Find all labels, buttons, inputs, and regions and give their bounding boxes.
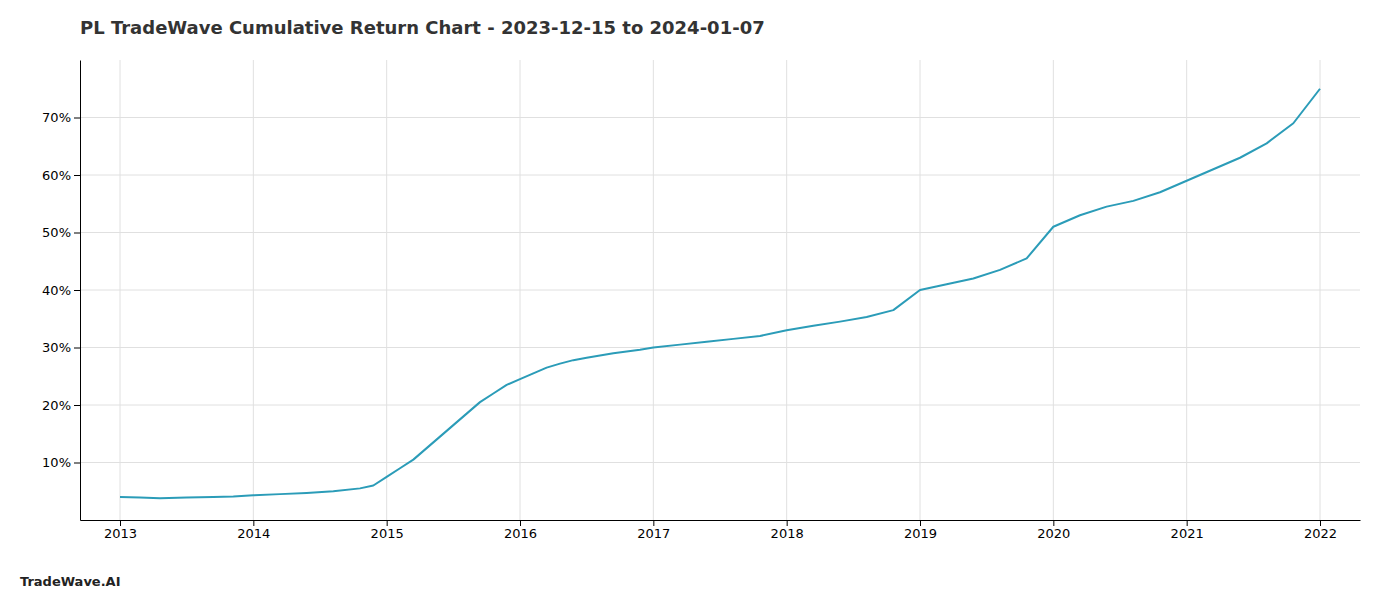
x-tick-mark bbox=[520, 520, 521, 526]
y-tick-mark bbox=[74, 405, 80, 406]
axis-line bbox=[81, 520, 1361, 521]
x-tick-mark bbox=[653, 520, 654, 526]
y-tick-mark bbox=[74, 463, 80, 464]
grid-line-y bbox=[80, 290, 1360, 291]
y-tick-mark bbox=[74, 233, 80, 234]
y-tick-mark bbox=[74, 290, 80, 291]
x-tick-label: 2021 bbox=[1171, 526, 1204, 541]
x-tick: 2018 bbox=[771, 520, 804, 541]
title: PL TradeWave Cumulative Return Chart - 2… bbox=[80, 17, 765, 38]
x-tick-label: 2022 bbox=[1304, 526, 1337, 541]
x-tick-label: 2015 bbox=[371, 526, 404, 541]
y-tick: 20% bbox=[42, 398, 80, 413]
y-tick-label: 50% bbox=[42, 225, 71, 240]
y-tick-label: 70% bbox=[42, 110, 71, 125]
x-tick-label: 2018 bbox=[771, 526, 804, 541]
x-tick: 2019 bbox=[904, 520, 937, 541]
grid-line-y bbox=[80, 405, 1360, 406]
x-tick: 2015 bbox=[371, 520, 404, 541]
y-tick: 70% bbox=[42, 110, 80, 125]
y-axis: 10% 20% 30% 40% 50% 60% 70% bbox=[42, 61, 80, 521]
grid-line-y bbox=[80, 175, 1360, 176]
x-tick-mark bbox=[253, 520, 254, 526]
x-tick-mark bbox=[120, 520, 121, 526]
watermark: TradeWave.AI bbox=[20, 574, 121, 589]
y-tick: 50% bbox=[42, 225, 80, 240]
axis-line bbox=[80, 61, 81, 521]
line bbox=[120, 89, 1320, 498]
y-tick-mark bbox=[74, 348, 80, 349]
x-tick: 2013 bbox=[104, 520, 137, 541]
x-tick: 2021 bbox=[1171, 520, 1204, 541]
x-tick-mark bbox=[920, 520, 921, 526]
x-tick-label: 2016 bbox=[504, 526, 537, 541]
plot: 2013 2014 2015 2016 2017 2018 2019 2020 2021 2022… bbox=[42, 60, 1360, 541]
x-tick-label: 2020 bbox=[1037, 526, 1070, 541]
y-tick-label: 30% bbox=[42, 340, 71, 355]
y-tick: 60% bbox=[42, 168, 80, 183]
x-tick-mark bbox=[1320, 520, 1321, 526]
x-tick-mark bbox=[1053, 520, 1054, 526]
grid-line-y bbox=[80, 462, 1360, 463]
y-tick-mark bbox=[74, 118, 80, 119]
y-tick-label: 10% bbox=[42, 455, 71, 470]
x-tick-mark bbox=[1187, 520, 1188, 526]
x-tick-label: 2013 bbox=[104, 526, 137, 541]
grid-line-y bbox=[80, 117, 1360, 118]
grid-line-y bbox=[80, 232, 1360, 233]
x-tick-label: 2014 bbox=[237, 526, 270, 541]
x-tick: 2014 bbox=[237, 520, 270, 541]
y-tick: 30% bbox=[42, 340, 80, 355]
y-tick: 10% bbox=[42, 455, 80, 470]
y-tick-label: 40% bbox=[42, 283, 71, 298]
x-axis: 2013 2014 2015 2016 2017 2018 2019 2020 2021 2022 bbox=[81, 520, 1361, 541]
grid-line-y bbox=[80, 347, 1360, 348]
x-tick: 2016 bbox=[504, 520, 537, 541]
y-tick-mark bbox=[74, 175, 80, 176]
marks bbox=[120, 89, 1320, 498]
grid bbox=[80, 60, 1360, 520]
x-tick: 2020 bbox=[1037, 520, 1070, 541]
x-tick-mark bbox=[387, 520, 388, 526]
y-tick-label: 60% bbox=[42, 168, 71, 183]
x-tick: 2017 bbox=[637, 520, 670, 541]
x-tick-label: 2019 bbox=[904, 526, 937, 541]
y-tick: 40% bbox=[42, 283, 80, 298]
chart: 2013 2014 2015 2016 2017 2018 2019 2020 2021 2022… bbox=[0, 0, 1400, 600]
x-tick-label: 2017 bbox=[637, 526, 670, 541]
y-tick-label: 20% bbox=[42, 398, 71, 413]
x-tick-mark bbox=[787, 520, 788, 526]
x-tick: 2022 bbox=[1304, 520, 1337, 541]
